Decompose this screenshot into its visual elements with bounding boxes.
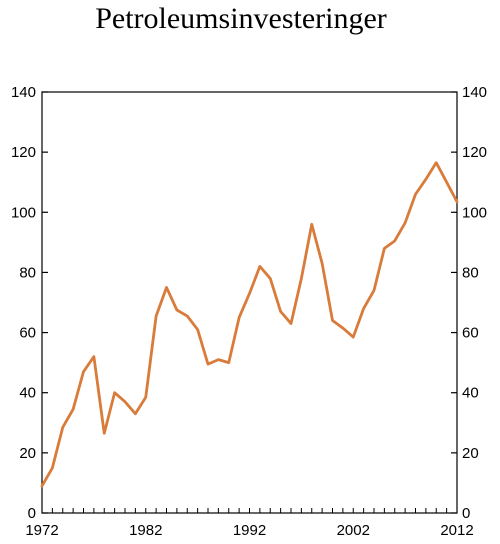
y-tick-label-right: 60: [462, 325, 479, 342]
y-tick-label-right: 100: [462, 204, 487, 221]
tick-labels: 0 20 40 60 80 100 120 140 0 20 40 60 80 100 120 140 1972…: [11, 84, 487, 539]
y-tick-label-left: 40: [19, 385, 36, 402]
ticks: [41, 91, 458, 514]
y-tick-label-left: 120: [11, 144, 36, 161]
plot-frame: [41, 91, 458, 514]
x-tick-label: 2002: [337, 522, 370, 539]
y-tick-label-right: 80: [462, 264, 479, 281]
x-tick-label: 1992: [233, 522, 266, 539]
y-tick-label-right: 40: [462, 385, 479, 402]
x-tick-label: 2012: [440, 522, 473, 539]
y-tick-label-right: 120: [462, 144, 487, 161]
y-tick-label-left: 60: [19, 325, 36, 342]
x-tick-label: 1982: [129, 522, 162, 539]
y-tick-label-right: 140: [462, 84, 487, 101]
series-line: [40, 161, 459, 488]
x-tick-label: 1972: [25, 522, 58, 539]
y-tick-label-right: 20: [462, 445, 479, 462]
y-tick-label-left: 20: [19, 445, 36, 462]
y-tick-label-right: 0: [462, 505, 470, 522]
y-tick-label-left: 0: [28, 505, 36, 522]
y-tick-label-left: 100: [11, 204, 36, 221]
chart-title: Petroleumsinvesteringer: [95, 2, 387, 35]
y-tick-label-left: 140: [11, 84, 36, 101]
y-tick-label-left: 80: [19, 264, 36, 281]
